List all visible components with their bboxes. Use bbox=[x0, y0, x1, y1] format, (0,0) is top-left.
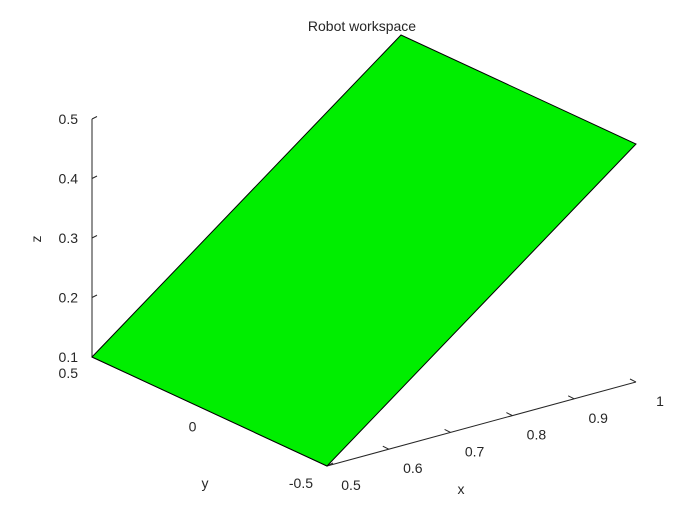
z-tick-label: 0.5 bbox=[59, 111, 79, 127]
surface-group bbox=[91, 34, 637, 467]
z-tick-label: 0.1 bbox=[59, 349, 79, 365]
z-tick-label: 0.3 bbox=[59, 230, 79, 246]
y-tick-label: -0.5 bbox=[289, 475, 313, 491]
z-tick-mark bbox=[91, 235, 98, 239]
x-tick-mark bbox=[506, 412, 513, 417]
z-tick-mark bbox=[91, 116, 98, 120]
x-tick-mark bbox=[382, 445, 390, 450]
y-tick-label: 0.5 bbox=[59, 365, 79, 381]
x-tick-label: 0.9 bbox=[588, 410, 608, 426]
x-tick-label: 0.6 bbox=[403, 460, 423, 476]
z-tick-label: 0.2 bbox=[59, 290, 79, 306]
x-tick-mark bbox=[567, 395, 575, 400]
surface-patch bbox=[91, 34, 637, 467]
z-tick-mark bbox=[91, 294, 98, 298]
x-tick-label: 0.5 bbox=[341, 477, 361, 493]
x-tick-label: 0.8 bbox=[527, 427, 547, 443]
z-tick-mark bbox=[91, 175, 98, 179]
x-tick-label: 0.7 bbox=[465, 443, 485, 459]
x-axis-label: x bbox=[458, 481, 465, 497]
x-tick-mark bbox=[629, 378, 637, 383]
z-axis-label: z bbox=[28, 236, 44, 243]
chart-title: Robot workspace bbox=[308, 18, 416, 34]
y-axis-label: y bbox=[202, 475, 209, 491]
z-tick-label: 0.4 bbox=[59, 171, 79, 187]
x-tick-label: 1 bbox=[656, 393, 664, 409]
x-tick-mark bbox=[444, 428, 451, 433]
x-axis-line bbox=[326, 381, 637, 467]
y-tick-label: 0 bbox=[189, 419, 197, 435]
ticks-group: 0.1 0.2 0.3 0.4 0.5 -0.5 0 0.5 0.5 0.6 0.7 0.8 0.9 1 bbox=[59, 111, 665, 493]
